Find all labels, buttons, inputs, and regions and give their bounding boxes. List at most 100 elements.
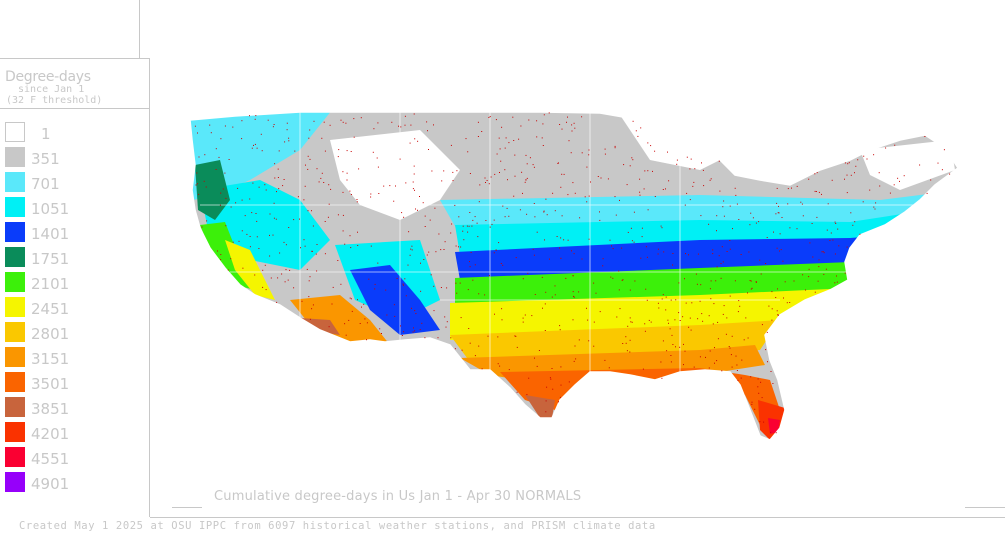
station-marker bbox=[499, 148, 501, 150]
station-marker bbox=[650, 145, 652, 147]
station-marker bbox=[401, 212, 403, 214]
station-marker bbox=[410, 248, 412, 250]
station-marker bbox=[272, 126, 274, 128]
station-marker bbox=[791, 187, 792, 189]
station-marker bbox=[579, 217, 581, 219]
station-marker bbox=[557, 163, 559, 164]
station-marker bbox=[817, 280, 819, 282]
station-marker bbox=[571, 130, 573, 132]
station-marker bbox=[565, 277, 567, 279]
station-marker bbox=[265, 189, 267, 191]
station-marker bbox=[784, 281, 786, 283]
station-marker bbox=[455, 245, 457, 247]
station-marker bbox=[848, 162, 850, 164]
station-marker bbox=[260, 133, 262, 135]
station-marker bbox=[403, 216, 405, 218]
station-marker bbox=[370, 196, 372, 198]
station-marker bbox=[251, 147, 253, 149]
station-marker bbox=[321, 172, 323, 174]
station-marker bbox=[498, 137, 500, 139]
station-marker bbox=[604, 153, 606, 155]
station-marker bbox=[755, 281, 757, 283]
station-marker bbox=[765, 263, 767, 264]
station-marker bbox=[669, 328, 671, 330]
station-marker bbox=[489, 116, 491, 118]
station-marker bbox=[252, 182, 254, 184]
station-marker bbox=[949, 173, 951, 175]
station-marker bbox=[697, 253, 699, 255]
station-marker bbox=[451, 223, 453, 225]
station-marker bbox=[683, 364, 684, 366]
station-marker bbox=[557, 162, 559, 164]
station-marker bbox=[559, 325, 561, 327]
station-marker bbox=[522, 317, 524, 319]
station-marker bbox=[404, 278, 406, 280]
station-marker bbox=[626, 350, 628, 352]
station-marker bbox=[370, 245, 372, 247]
station-marker bbox=[627, 325, 629, 327]
station-marker bbox=[740, 377, 742, 379]
station-marker bbox=[532, 164, 534, 166]
station-marker bbox=[657, 253, 659, 255]
station-marker bbox=[454, 204, 456, 206]
station-marker bbox=[420, 290, 422, 292]
station-marker bbox=[424, 226, 426, 227]
station-marker bbox=[419, 329, 421, 331]
station-marker bbox=[309, 318, 311, 320]
station-marker bbox=[571, 124, 573, 126]
station-marker bbox=[474, 216, 476, 218]
station-marker bbox=[822, 251, 824, 253]
station-marker bbox=[246, 233, 248, 235]
station-marker bbox=[307, 155, 309, 157]
station-marker bbox=[338, 149, 340, 151]
station-marker bbox=[629, 165, 631, 167]
station-marker bbox=[288, 137, 290, 139]
station-marker bbox=[433, 285, 435, 287]
station-marker bbox=[831, 179, 833, 181]
station-marker bbox=[435, 251, 437, 253]
station-marker bbox=[528, 119, 530, 121]
legend-label: 2801 bbox=[31, 325, 70, 343]
station-marker bbox=[227, 269, 229, 271]
station-marker bbox=[559, 124, 561, 125]
station-marker bbox=[814, 190, 816, 192]
station-marker bbox=[652, 170, 653, 172]
station-marker bbox=[542, 307, 543, 309]
station-marker bbox=[767, 361, 768, 363]
station-marker bbox=[568, 381, 570, 383]
station-marker bbox=[844, 162, 846, 164]
station-marker bbox=[757, 378, 759, 380]
station-marker bbox=[374, 283, 376, 285]
station-marker bbox=[477, 121, 479, 123]
station-marker bbox=[608, 367, 610, 369]
station-marker bbox=[500, 160, 502, 162]
station-marker bbox=[597, 176, 599, 177]
station-marker bbox=[426, 254, 428, 256]
station-markers bbox=[194, 112, 951, 434]
station-marker bbox=[232, 241, 234, 243]
station-marker bbox=[499, 365, 501, 367]
station-marker bbox=[723, 215, 725, 217]
station-marker bbox=[736, 203, 738, 205]
station-marker bbox=[508, 215, 510, 217]
station-marker bbox=[616, 316, 618, 318]
station-marker bbox=[430, 274, 432, 276]
station-marker bbox=[893, 184, 895, 186]
station-marker bbox=[567, 239, 569, 241]
station-marker bbox=[413, 173, 415, 175]
station-marker bbox=[454, 348, 456, 350]
station-marker bbox=[455, 282, 457, 284]
station-marker bbox=[356, 199, 358, 200]
station-marker bbox=[468, 328, 470, 329]
station-marker bbox=[644, 323, 646, 325]
station-marker bbox=[476, 222, 478, 224]
station-marker bbox=[273, 202, 275, 204]
station-marker bbox=[444, 316, 446, 318]
station-marker bbox=[752, 217, 754, 219]
station-marker bbox=[701, 162, 702, 164]
station-marker bbox=[684, 350, 686, 352]
station-marker bbox=[378, 193, 380, 194]
station-marker bbox=[469, 266, 471, 268]
station-marker bbox=[846, 192, 848, 194]
station-marker bbox=[361, 306, 362, 308]
